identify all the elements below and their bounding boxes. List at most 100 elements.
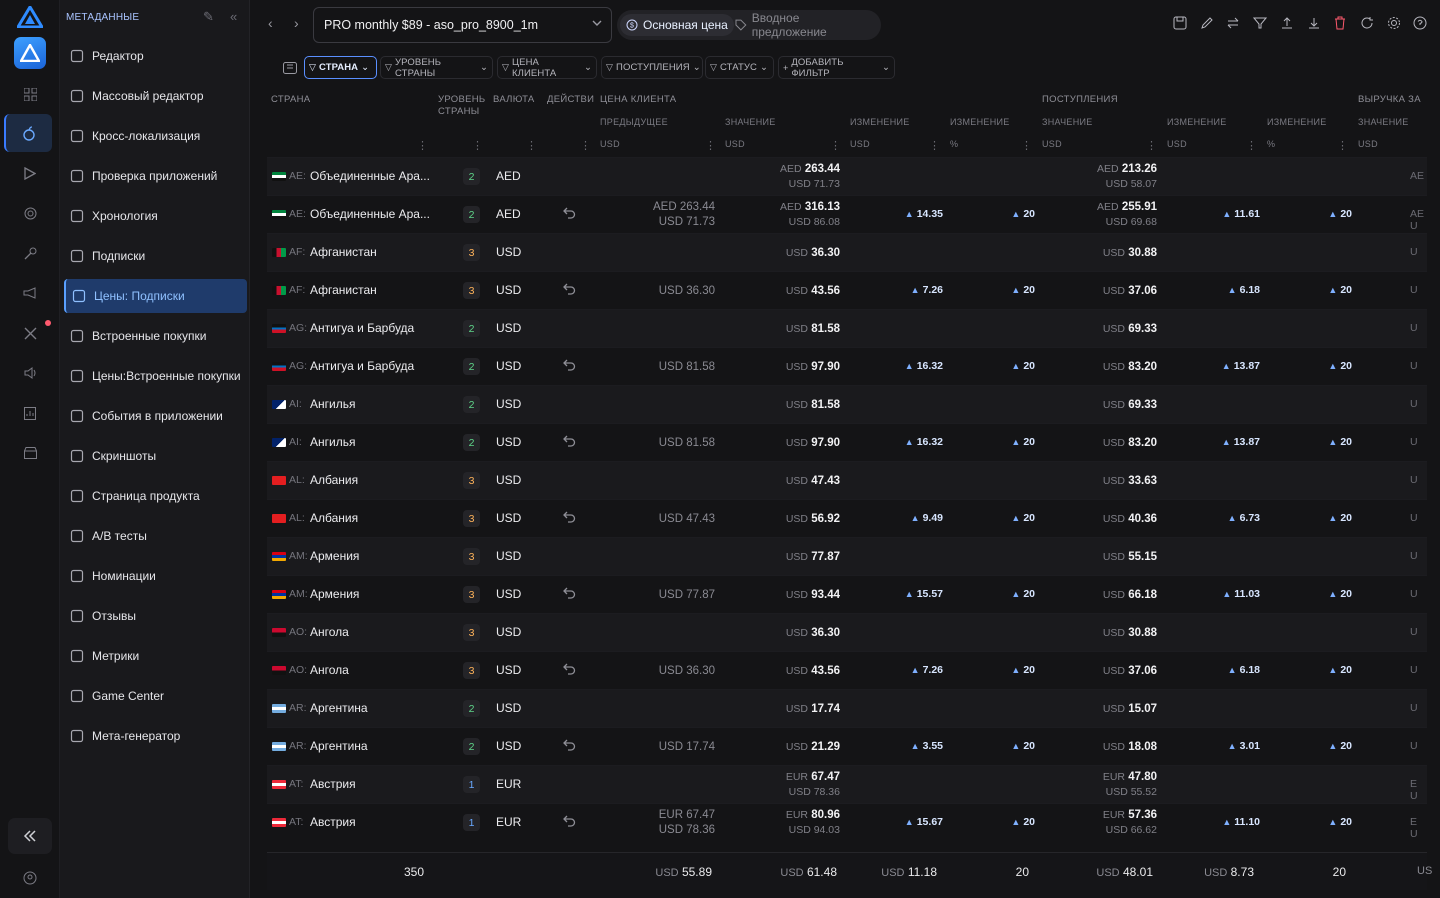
table-row[interactable]: AO: Ангола 3 USD USD 36.30 USD 43.56 ▲ 7.26 ▲ 20 U… [267, 651, 1427, 689]
brand-logo-icon[interactable] [15, 4, 45, 33]
column-menu-icon[interactable]: ⋮ [472, 140, 483, 152]
sidebar-item-8[interactable]: Цены:Встроенные покупки [64, 359, 247, 393]
table-row[interactable]: AI: Ангилья 2 USD USD 81.58 USD 97.90 ▲ 16.32 ▲ 2… [267, 423, 1427, 461]
collapse-rail-button[interactable] [8, 818, 52, 854]
revert-icon[interactable] [562, 662, 576, 681]
table-row[interactable]: AT: Австрия 1 EUR EUR 67.47 USD 78.36 EUR 80.9… [267, 803, 1427, 841]
column-menu-icon[interactable]: ⋮ [526, 140, 537, 152]
refresh-icon[interactable] [1360, 16, 1374, 35]
swap-icon[interactable] [1226, 16, 1240, 35]
column-menu-icon[interactable]: ⋮ [1146, 140, 1157, 152]
filter-chip-1[interactable]: ▽ УРОВЕНЬ СТРАНЫ ⌄ [380, 56, 493, 79]
filter-chip-0[interactable]: ▽ СТРАНА ⌄ [304, 56, 377, 79]
download-icon[interactable] [1307, 16, 1321, 35]
col-country-header[interactable]: СТРАНА [271, 94, 311, 105]
sidebar-item-1[interactable]: Массовый редактор [64, 79, 247, 113]
sidebar-item-3[interactable]: Проверка приложений [64, 159, 247, 193]
pencil-icon[interactable] [1200, 16, 1214, 35]
sidebar-item-6[interactable]: Цены: Подписки [64, 279, 247, 313]
key-icon[interactable] [0, 239, 60, 267]
tab-intro-offer[interactable]: Вводное предложение [729, 11, 881, 39]
tab-main-price[interactable]: $ Основная цена [620, 14, 734, 36]
column-menu-icon[interactable]: ⋮ [705, 140, 716, 152]
sidebar-item-11[interactable]: Страница продукта [64, 479, 247, 513]
filter-chip-4[interactable]: ▽ СТАТУС ⌄ [705, 56, 774, 79]
col-revenue-header[interactable]: ВЫРУЧКА ЗА [1358, 94, 1421, 105]
column-menu-icon[interactable]: ⋮ [1021, 140, 1032, 152]
table-row[interactable]: AE: Объединенные Ара... 2 AED AED 263.44 USD … [267, 157, 1427, 195]
forward-icon[interactable]: › [294, 15, 299, 31]
user-icon[interactable] [0, 864, 60, 892]
revert-icon[interactable] [562, 814, 576, 833]
store-icon[interactable] [0, 439, 60, 467]
column-menu-icon[interactable]: ⋮ [830, 140, 841, 152]
table-row[interactable]: AT: Австрия 1 EUR EUR 67.47 USD 78.36 EUR 47.8… [267, 765, 1427, 803]
revert-icon[interactable] [562, 510, 576, 529]
help-icon[interactable] [1413, 16, 1427, 35]
revert-icon[interactable] [562, 738, 576, 757]
col-actions-header[interactable]: ДЕЙСТВИ [547, 94, 595, 105]
table-row[interactable]: AI: Ангилья 2 USD USD 81.58 USD 69.33 U [267, 385, 1427, 423]
column-menu-icon[interactable]: ⋮ [929, 140, 940, 152]
table-row[interactable]: AM: Армения 3 USD USD 77.87 USD 93.44 ▲ 15.57 ▲ 2… [267, 575, 1427, 613]
filter-chip-3[interactable]: ▽ ПОСТУПЛЕНИЯ ⌄ [601, 56, 703, 79]
column-menu-icon[interactable]: ⋮ [417, 140, 428, 152]
report-icon[interactable] [0, 399, 60, 427]
col-tier-header[interactable]: УРОВЕНЬ СТРАНЫ [438, 94, 486, 117]
filter-chip-2[interactable]: ▽ ЦЕНА КЛИЕНТА ⌄ [497, 56, 597, 79]
collapse-sidebar-icon[interactable]: « [230, 9, 238, 24]
column-menu-icon[interactable]: ⋮ [580, 140, 591, 152]
app-icon[interactable] [14, 37, 46, 69]
sidebar-item-7[interactable]: Встроенные покупки [64, 319, 247, 353]
table-row[interactable]: AM: Армения 3 USD USD 77.87 USD 55.15 U [267, 537, 1427, 575]
sidebar-item-13[interactable]: Номинации [64, 559, 247, 593]
table-row[interactable]: AL: Албания 3 USD USD 47.43 USD 33.63 U [267, 461, 1427, 499]
column-menu-icon[interactable]: ⋮ [1246, 140, 1257, 152]
sidebar-item-0[interactable]: Редактор [64, 39, 247, 73]
save-icon[interactable] [1173, 16, 1187, 35]
trash-icon[interactable] [1333, 16, 1347, 35]
col-currency-header[interactable]: ВАЛЮТА [493, 94, 535, 105]
table-row[interactable]: AL: Албания 3 USD USD 47.43 USD 56.92 ▲ 9.49 ▲ 20… [267, 499, 1427, 537]
revert-icon[interactable] [562, 358, 576, 377]
revert-icon[interactable] [562, 282, 576, 301]
table-row[interactable]: AG: Антигуа и Барбуда 2 USD USD 81.58 USD 69.… [267, 309, 1427, 347]
upload-icon[interactable] [1280, 16, 1294, 35]
col-client-price-header[interactable]: ЦЕНА КЛИЕНТА [600, 94, 677, 105]
sidebar-item-10[interactable]: Скриншоты [64, 439, 247, 473]
revert-icon[interactable] [562, 586, 576, 605]
product-select[interactable]: PRO monthly $89 - aso_pro_8900_1m [313, 7, 612, 43]
settings-icon[interactable] [1387, 16, 1401, 35]
table-row[interactable]: AR: Аргентина 2 USD USD 17.74 USD 21.29 ▲ 3.55 ▲… [267, 727, 1427, 765]
megaphone-icon[interactable] [0, 279, 60, 307]
column-menu-icon[interactable]: ⋮ [1337, 140, 1348, 152]
edit-icon[interactable]: ✎ [203, 9, 214, 24]
sidebar-item-9[interactable]: События в приложении [64, 399, 247, 433]
sidebar-item-5[interactable]: Подписки [64, 239, 247, 273]
sidebar-item-17[interactable]: Мета-генератор [64, 719, 247, 753]
table-row[interactable]: AE: Объединенные Ара... 2 AED AED 263.44 USD … [267, 195, 1427, 233]
play-store-icon[interactable] [0, 159, 60, 187]
sidebar-item-12[interactable]: A/B тесты [64, 519, 247, 553]
filter-chip-5[interactable]: + ДОБАВИТЬ ФИЛЬТР ⌄ [778, 56, 895, 79]
revert-icon[interactable] [562, 206, 576, 225]
sidebar-item-2[interactable]: Кросс-локализация [64, 119, 247, 153]
table-row[interactable]: AF: Афганистан 3 USD USD 36.30 USD 43.56 ▲ 7.26… [267, 271, 1427, 309]
sidebar-item-14[interactable]: Отзывы [64, 599, 247, 633]
sidebar-item-16[interactable]: Game Center [64, 679, 247, 713]
tools-icon[interactable] [0, 319, 60, 347]
speaker-icon[interactable] [0, 359, 60, 387]
back-icon[interactable]: ‹ [268, 15, 273, 31]
col-proceeds-header[interactable]: ПОСТУПЛЕНИЯ [1042, 94, 1118, 105]
target-icon[interactable] [0, 199, 60, 227]
sidebar-item-4[interactable]: Хронология [64, 199, 247, 233]
table-row[interactable]: AR: Аргентина 2 USD USD 17.74 USD 15.07 U [267, 689, 1427, 727]
apple-icon[interactable] [4, 114, 52, 152]
columns-icon[interactable] [279, 56, 301, 79]
filter-icon[interactable] [1253, 16, 1268, 35]
sidebar-item-15[interactable]: Метрики [64, 639, 247, 673]
table-row[interactable]: AF: Афганистан 3 USD USD 36.30 USD 30.88 U [267, 233, 1427, 271]
table-row[interactable]: AG: Антигуа и Барбуда 2 USD USD 81.58 USD 97.… [267, 347, 1427, 385]
revert-icon[interactable] [562, 434, 576, 453]
grid-icon[interactable] [0, 80, 60, 108]
